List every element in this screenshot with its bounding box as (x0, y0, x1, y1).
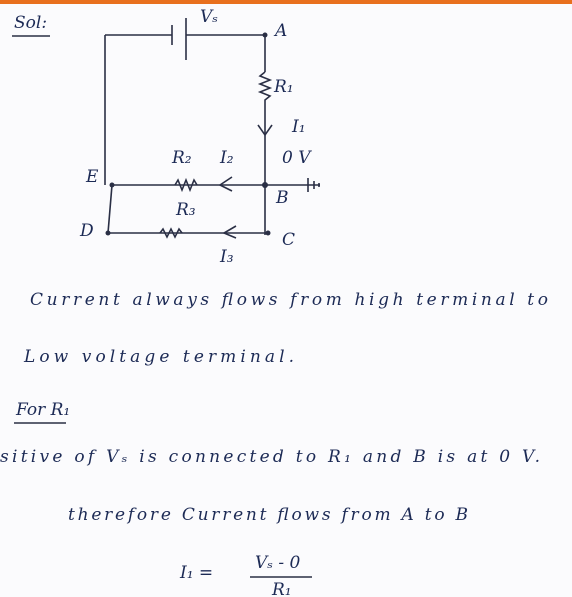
arrow-i2 (218, 176, 233, 192)
label: 0 V (282, 148, 312, 168)
arrow-i3 (222, 225, 237, 239)
label: R₃ (175, 200, 196, 220)
resistor-r2 (174, 177, 198, 193)
label: R₁ (273, 77, 294, 97)
label: I₃ (219, 247, 234, 267)
resistor-r1 (257, 71, 273, 112)
label: E (85, 167, 99, 187)
node (265, 230, 271, 236)
node (262, 182, 268, 188)
arrow-i1 (257, 124, 273, 137)
node (109, 182, 115, 188)
equation-lhs: I₁ = (179, 563, 213, 583)
title: Sol: (14, 13, 47, 33)
circuit: Vₛ A R₁ I₁ R₂ I₂ 0 V B E D R₃ C I₃ (79, 7, 320, 267)
label: I₁ (291, 117, 306, 137)
top-bar (0, 0, 572, 4)
text-line: For R₁ (15, 400, 70, 420)
label: B (275, 188, 289, 208)
node (262, 32, 268, 38)
label: A (273, 21, 287, 41)
node (105, 230, 111, 236)
ground (307, 178, 320, 192)
label: I₂ (219, 148, 234, 168)
equation-numerator: Vₛ - 0 (255, 553, 301, 573)
label: C (282, 230, 295, 250)
equation-denominator: R₁ (271, 580, 292, 597)
label: Vₛ (200, 7, 218, 27)
text-line: Low voltage terminal. (23, 347, 294, 367)
label: D (79, 221, 94, 241)
label: R₂ (171, 148, 192, 168)
resistor-r3 (159, 227, 183, 239)
